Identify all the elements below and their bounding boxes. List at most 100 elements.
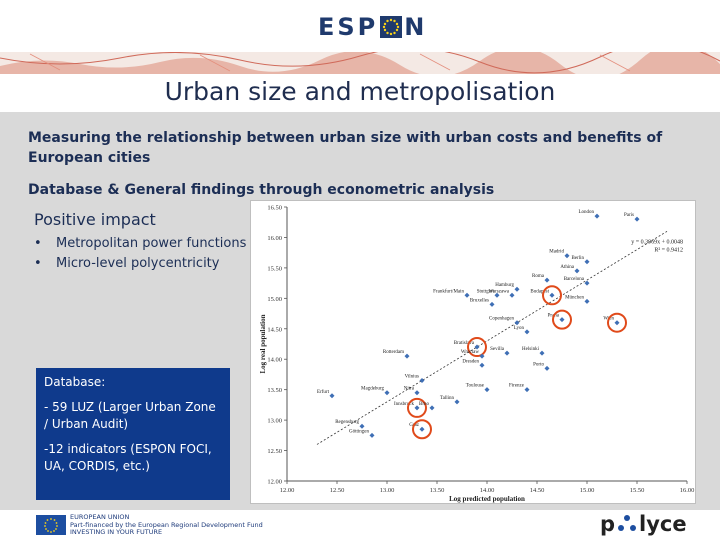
data-point-label: Brno: [419, 402, 430, 407]
trend-line: [316, 231, 668, 445]
database-box-item: - 59 LUZ (Larger Urban Zone / Urban Audi…: [44, 400, 216, 431]
title-bar: [0, 74, 720, 110]
data-point-label: Erfurt: [317, 390, 330, 395]
y-tick-label: 15.00: [267, 296, 282, 303]
polyce-logo-right: lyce: [639, 512, 687, 536]
highlight-circle: [542, 285, 562, 306]
data-point-label: Bratislava: [454, 341, 475, 346]
data-point-label: Wroclaw: [461, 350, 480, 355]
data-point: [524, 329, 530, 335]
eu-stars-icon: [380, 16, 403, 38]
data-point: [419, 426, 425, 432]
positive-impact-list: • Metropolitan power functions • Micro-lev…: [34, 234, 246, 274]
data-point-label: Firenze: [509, 384, 525, 389]
data-point-label: Stuttgart: [477, 289, 495, 294]
data-point-label: Toulouse: [466, 384, 485, 389]
data-point-label: Tallinn: [440, 396, 455, 401]
data-point: [564, 253, 570, 259]
y-tick-label: 16.00: [267, 235, 282, 242]
regression-equation: y = 0.3969x + 0.0048: [631, 240, 683, 246]
data-point: [614, 320, 620, 326]
y-tick-label: 12.00: [267, 479, 282, 486]
x-tick-label: 13.50: [430, 487, 445, 494]
data-point: [544, 365, 550, 371]
eu-flag-icon: [36, 515, 66, 535]
highlight-circle: [467, 337, 487, 358]
highlight-circle: [407, 397, 427, 418]
polyce-dots-icon: [616, 513, 638, 535]
eu-line: EUROPEAN UNION: [70, 513, 130, 521]
data-point-label: Berlin: [572, 256, 585, 261]
data-point: [524, 387, 530, 393]
data-point: [504, 350, 510, 356]
data-point-label: Dresden: [462, 359, 479, 364]
data-point: [584, 280, 590, 286]
polyce-logo-left: p: [600, 512, 616, 536]
highlight-circle: [607, 312, 627, 333]
y-tick-label: 14.00: [267, 357, 282, 364]
highlight-circle: [552, 309, 572, 330]
data-point-label: Warszawa: [489, 289, 510, 294]
map-banner: [0, 52, 720, 74]
data-point-label: Bruxelles: [470, 298, 489, 303]
logo-text-right: N: [404, 13, 428, 41]
database-box: Database: - 59 LUZ (Larger Urban Zone / …: [36, 368, 230, 500]
slide-title: Urban size and metropolisation: [164, 77, 556, 106]
list-item: • Metropolitan power functions: [34, 236, 247, 251]
data-point: [544, 277, 550, 283]
top-bar: [0, 0, 720, 52]
data-point-label: Innsbruck: [394, 402, 414, 407]
data-point: [429, 405, 435, 411]
database-findings-heading: Database & General findings through econ…: [28, 182, 495, 198]
data-point-label: Madrid: [549, 250, 564, 255]
data-point: [549, 292, 555, 298]
x-axis-label: Log predicted population: [449, 495, 525, 503]
eu-funding-text: EUROPEAN UNION Part-financed by the Euro…: [70, 513, 263, 537]
data-point: [404, 353, 410, 359]
list-item-text: Metropolitan power functions: [56, 236, 247, 251]
data-point: [489, 301, 495, 307]
data-point-label: Magdeburg: [361, 387, 384, 392]
list-item-text: Micro-level polycentricity: [56, 256, 220, 271]
data-point: [414, 390, 420, 396]
database-box-item: -12 indicators (ESPON FOCI, UA, CORDIS, …: [44, 442, 212, 473]
y-tick-label: 13.00: [267, 418, 282, 425]
scatter-chart: 16.50 16.00 15.50 15.00 14.50 14.00 13.50 13.00…: [250, 200, 696, 504]
database-box-title: Database:: [44, 375, 106, 389]
data-point-label: Regensburg: [335, 420, 359, 425]
y-tick-label: 13.50: [267, 387, 282, 394]
data-point: [479, 353, 485, 359]
data-point: [359, 423, 365, 429]
data-point: [369, 432, 375, 438]
data-point: [594, 213, 600, 219]
data-point-label: Nitra: [404, 387, 415, 392]
x-tick-label: 14.50: [530, 487, 545, 494]
data-point: [484, 387, 490, 393]
data-point: [494, 292, 500, 298]
data-point: [514, 320, 520, 326]
x-tick-label: 13.00: [380, 487, 395, 494]
data-point-label: Athina: [560, 265, 574, 270]
data-point-label: Budapest: [530, 289, 549, 294]
logo-text-left: ESP: [318, 13, 379, 41]
polyce-logo: p lyce: [600, 512, 687, 536]
espon-logo: ESP N: [318, 12, 427, 42]
y-tick-label: 14.50: [267, 326, 282, 333]
x-tick-label: 14.00: [480, 487, 495, 494]
data-point: [539, 350, 545, 356]
data-point-label: Vilnius: [405, 375, 419, 380]
x-tick-label: 12.50: [330, 487, 345, 494]
y-axis-label: Log real population: [259, 314, 267, 373]
data-point: [414, 405, 420, 411]
data-point-label: Copenhagen: [489, 317, 514, 322]
x-tick-label: 15.00: [580, 487, 595, 494]
data-point: [559, 317, 565, 323]
data-point-label: Hamburg: [495, 283, 514, 288]
data-point-label: Göttingen: [349, 429, 369, 434]
y-tick-label: 15.50: [267, 265, 282, 272]
data-point-label: Paris: [624, 213, 634, 218]
data-point: [464, 292, 470, 298]
data-point-label: Porto: [533, 362, 544, 367]
y-tick-label: 12.50: [267, 448, 282, 455]
data-point-label: Sevilla: [490, 347, 505, 352]
